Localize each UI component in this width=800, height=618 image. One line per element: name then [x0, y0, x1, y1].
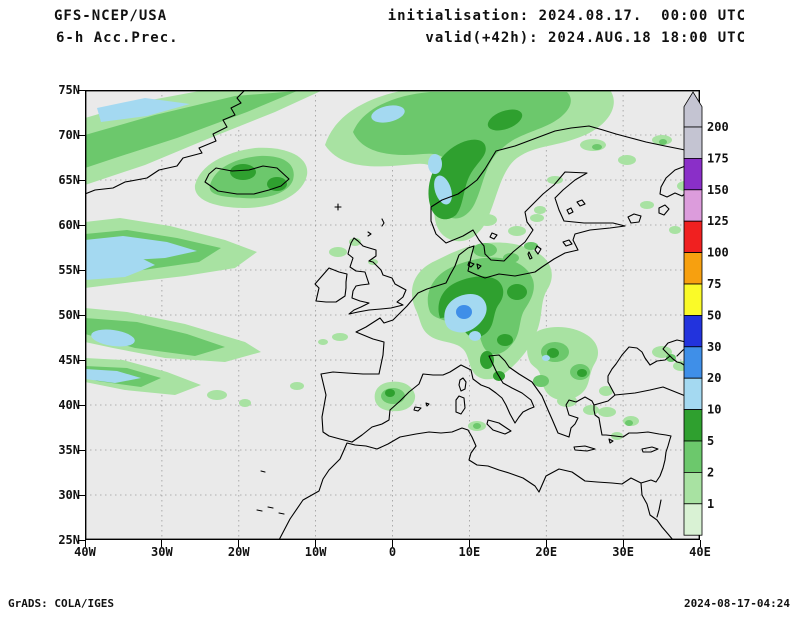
lat-tick-mark: [78, 270, 85, 271]
colorbar-value-label: 200: [707, 120, 729, 134]
lat-tick-mark: [78, 90, 85, 91]
map-svg: [84, 89, 700, 541]
lat-tick-mark: [78, 135, 85, 136]
lat-tick-mark: [78, 315, 85, 316]
colorbar-value-label: 150: [707, 183, 729, 197]
colorbar-segment: [683, 471, 703, 505]
lon-tick-mark: [545, 540, 547, 547]
lon-tick-mark: [238, 540, 240, 547]
lat-tick-mark: [78, 405, 85, 406]
valid-time: valid(+42h): 2024.AUG.18 18:00 UTC: [425, 30, 746, 46]
lat-tick-label: 55N: [58, 263, 80, 277]
lat-tick-label: 40N: [58, 398, 80, 412]
lon-tick-mark: [84, 540, 86, 547]
colorbar-value-label: 20: [707, 371, 721, 385]
colorbar-value-label: 75: [707, 277, 721, 291]
initialisation-time: initialisation: 2024.08.17. 00:00 UTC: [387, 8, 746, 24]
colorbar-value-label: 2: [707, 465, 714, 479]
lon-tick-label: 20E: [535, 545, 558, 559]
lat-tick-label: 45N: [58, 353, 80, 367]
colorbar-segment: [683, 314, 703, 348]
lat-tick-label: 25N: [58, 533, 80, 547]
colorbar-value-label: 175: [707, 151, 729, 165]
lon-tick-mark: [161, 540, 163, 547]
lon-tick-label: 10W: [304, 545, 327, 559]
map-plot-area: [84, 89, 700, 541]
colorbar-legend: 200 175 150 125 100 75 50 30 20 10 5 2 1: [683, 91, 729, 536]
lon-tick-mark: [315, 540, 317, 547]
colorbar-segment: [683, 189, 703, 222]
colorbar-segment: [683, 220, 703, 253]
lon-tick-label: 20W: [227, 545, 250, 559]
product-title: 6-h Acc.Prec.: [56, 30, 179, 46]
lat-tick-label: 30N: [58, 488, 80, 502]
colorbar-value-label: 30: [707, 340, 721, 354]
colorbar-segment: [683, 158, 703, 191]
colorbar-segment: [683, 252, 703, 285]
lon-tick-mark: [622, 540, 624, 547]
lon-tick-label: 40E: [689, 545, 711, 559]
colorbar-segment: [683, 503, 703, 536]
colorbar-segment: [683, 126, 703, 159]
lon-tick-label: 30W: [151, 545, 173, 559]
colorbar-segment: [683, 346, 703, 379]
colorbar-value-label: 50: [707, 308, 721, 322]
colorbar-segment: [683, 283, 703, 316]
lat-tick-label: 60N: [58, 218, 80, 232]
colorbar-value-label: 5: [707, 434, 714, 448]
model-title: GFS-NCEP/USA: [54, 8, 168, 24]
colorbar-value-label: 10: [707, 403, 721, 417]
lat-tick-mark: [78, 495, 85, 496]
lat-tick-label: 50N: [58, 308, 80, 322]
colorbar-overflow-arrow: [683, 91, 703, 128]
creation-timestamp: 2024-08-17-04:24: [684, 597, 790, 610]
lon-tick-label: 10E: [458, 545, 481, 559]
colorbar-value-label: 125: [707, 214, 729, 228]
lat-tick-mark: [78, 450, 85, 451]
lat-tick-mark: [78, 225, 85, 226]
lat-tick-mark: [78, 360, 85, 361]
colorbar-segment: [683, 440, 703, 473]
lat-tick-mark: [78, 540, 85, 541]
lat-tick-label: 70N: [58, 128, 80, 142]
lon-tick-label: 0: [388, 545, 397, 559]
lat-tick-label: 65N: [58, 173, 80, 187]
grads-credit: GrADS: COLA/IGES: [8, 597, 114, 610]
lon-tick-mark: [392, 540, 393, 547]
lat-tick-label: 35N: [58, 443, 80, 457]
colorbar-value-label: 1: [707, 497, 714, 511]
lon-tick-label: 40W: [74, 545, 96, 559]
lat-tick-mark: [78, 180, 85, 181]
lon-tick-label: 30E: [612, 545, 634, 559]
precipitation-shading: [85, 90, 693, 440]
colorbar-segment: [683, 377, 703, 411]
colorbar-segment: [683, 409, 703, 442]
lon-tick-mark: [468, 540, 470, 547]
colorbar-value-label: 100: [707, 246, 729, 260]
lat-tick-label: 75N: [58, 83, 80, 97]
lon-tick-mark: [699, 540, 701, 547]
